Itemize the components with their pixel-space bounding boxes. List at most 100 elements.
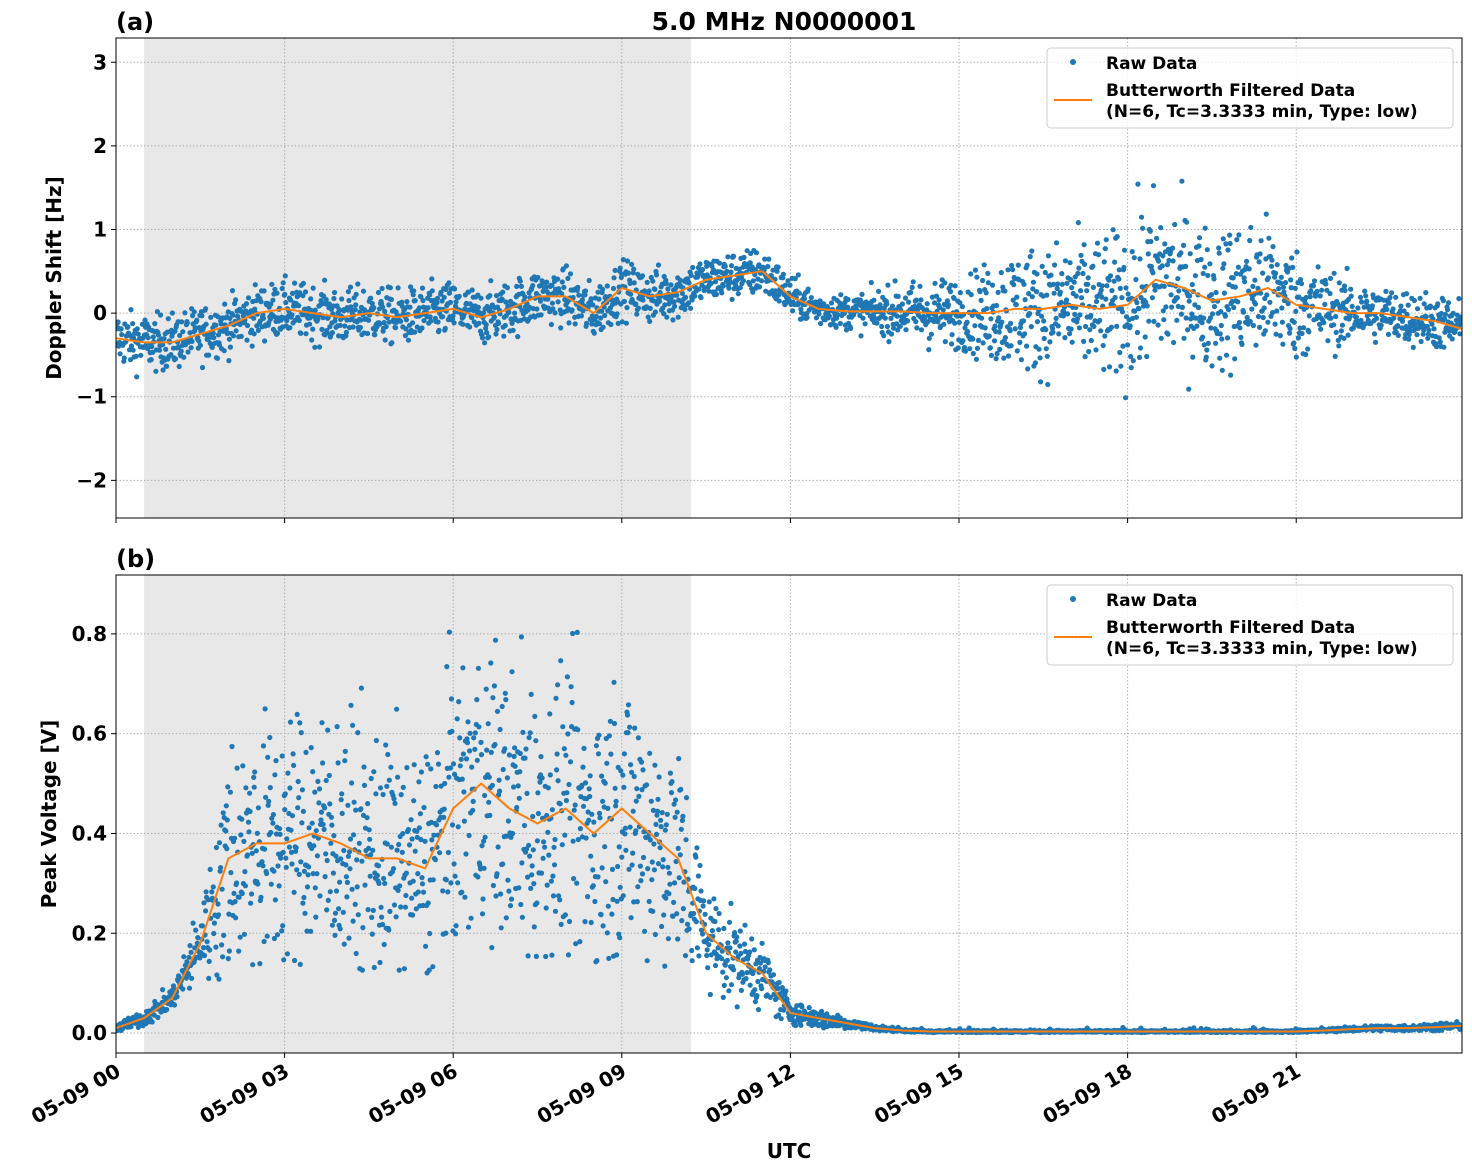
raw-point: [666, 891, 671, 896]
raw-point: [605, 930, 610, 935]
raw-point: [1115, 234, 1120, 239]
raw-point: [594, 958, 599, 963]
raw-point: [385, 752, 390, 757]
raw-point: [1221, 236, 1226, 241]
raw-point: [454, 923, 459, 928]
raw-point: [1045, 354, 1050, 359]
raw-point: [763, 964, 768, 969]
raw-point: [324, 778, 329, 783]
raw-point: [386, 927, 391, 932]
raw-point: [472, 747, 477, 752]
raw-point: [446, 775, 451, 780]
raw-point: [1257, 259, 1262, 264]
raw-point: [1210, 311, 1215, 316]
raw-point: [492, 314, 497, 319]
raw-point: [409, 896, 414, 901]
raw-point: [459, 757, 464, 762]
raw-point: [383, 742, 388, 747]
raw-point: [368, 296, 373, 301]
raw-point: [1064, 297, 1069, 302]
raw-point: [360, 925, 365, 930]
raw-point: [914, 298, 919, 303]
raw-point: [449, 729, 454, 734]
raw-point: [342, 323, 347, 328]
raw-point: [1321, 320, 1326, 325]
raw-point: [251, 316, 256, 321]
raw-point: [496, 844, 501, 849]
raw-point: [547, 711, 552, 716]
raw-point: [1095, 241, 1100, 246]
raw-point: [279, 928, 284, 933]
raw-point: [965, 320, 970, 325]
raw-point: [871, 298, 876, 303]
raw-point: [164, 1007, 169, 1012]
raw-point: [254, 848, 259, 853]
raw-point: [679, 827, 684, 832]
raw-point: [1117, 350, 1122, 355]
raw-point: [443, 931, 448, 936]
raw-point: [266, 799, 271, 804]
raw-point: [353, 302, 358, 307]
raw-point: [222, 348, 227, 353]
raw-point: [401, 785, 406, 790]
raw-point: [355, 730, 360, 735]
raw-point: [614, 799, 619, 804]
raw-point: [1278, 333, 1283, 338]
raw-point: [685, 922, 690, 927]
raw-point: [1145, 303, 1150, 308]
raw-point: [538, 754, 543, 759]
raw-point: [982, 262, 987, 267]
raw-point: [331, 871, 336, 876]
raw-point: [975, 346, 980, 351]
raw-point: [591, 820, 596, 825]
raw-point: [540, 775, 545, 780]
raw-point: [344, 894, 349, 899]
raw-point: [226, 358, 231, 363]
raw-point: [288, 828, 293, 833]
raw-point: [551, 893, 556, 898]
raw-point: [180, 986, 185, 991]
raw-point: [246, 295, 251, 300]
raw-point: [1217, 251, 1222, 256]
raw-point: [333, 911, 338, 916]
raw-point: [1169, 305, 1174, 310]
raw-point: [441, 815, 446, 820]
raw-point: [299, 730, 304, 735]
raw-point: [612, 721, 617, 726]
raw-point: [119, 332, 124, 337]
raw-point: [347, 866, 352, 871]
raw-point: [306, 872, 311, 877]
raw-point: [211, 931, 216, 936]
raw-point: [516, 783, 521, 788]
raw-point: [462, 819, 467, 824]
raw-point: [359, 686, 364, 691]
raw-point: [393, 325, 398, 330]
raw-point: [1118, 286, 1123, 291]
raw-point: [277, 883, 282, 888]
raw-point: [398, 904, 403, 909]
raw-point: [244, 301, 249, 306]
raw-point: [1197, 235, 1202, 240]
raw-point: [560, 279, 565, 284]
raw-point: [600, 799, 605, 804]
raw-point: [664, 822, 669, 827]
raw-point: [1249, 307, 1254, 312]
raw-point: [689, 273, 694, 278]
raw-point: [317, 893, 322, 898]
raw-point: [777, 298, 782, 303]
raw-point: [706, 942, 711, 947]
raw-point: [1379, 323, 1384, 328]
raw-point: [515, 334, 520, 339]
raw-point: [332, 933, 337, 938]
raw-point: [456, 699, 461, 704]
raw-point: [1225, 335, 1230, 340]
raw-point: [749, 936, 754, 941]
raw-point: [1423, 290, 1428, 295]
raw-point: [1028, 254, 1033, 259]
raw-point: [827, 314, 832, 319]
raw-point: [980, 278, 985, 283]
raw-point: [1011, 282, 1016, 287]
raw-point: [341, 848, 346, 853]
raw-point: [413, 298, 418, 303]
raw-point: [527, 735, 532, 740]
